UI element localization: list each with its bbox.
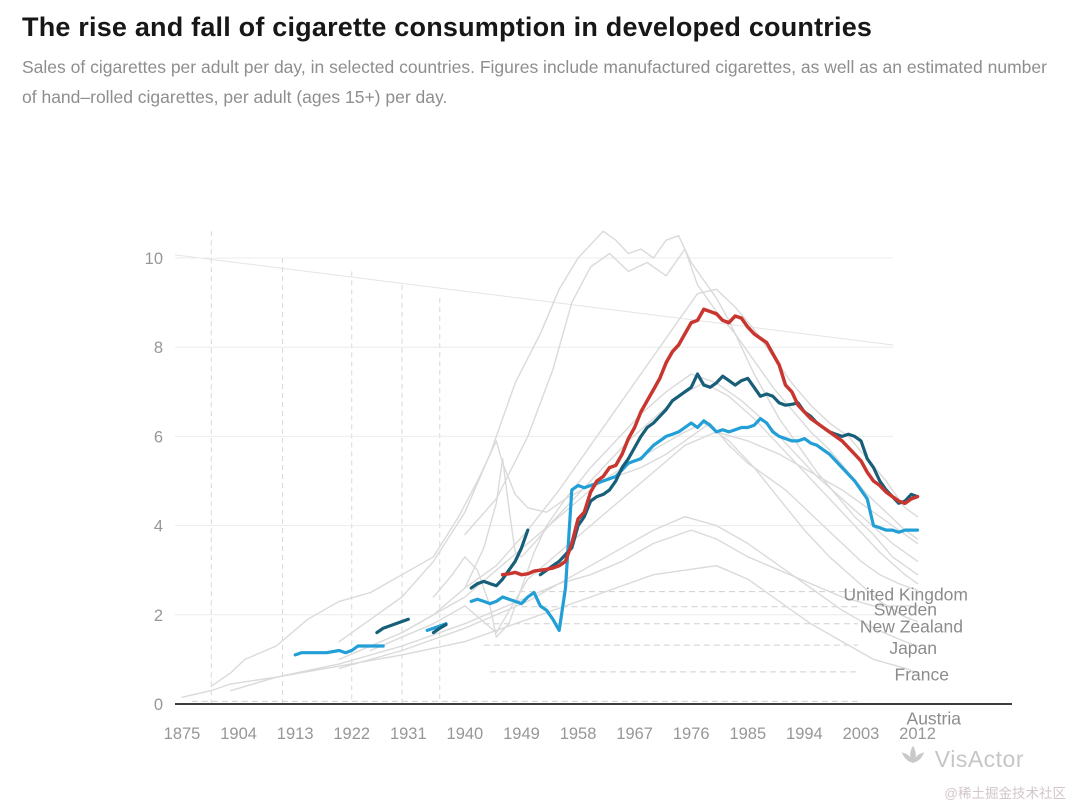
country-label-japan: Japan <box>889 638 937 658</box>
series-highlight-dark-blue-seg2 <box>431 623 448 635</box>
y-tick-label-10: 10 <box>145 250 163 268</box>
series-background-line-6 <box>432 373 919 638</box>
series-highlight-red <box>500 307 920 577</box>
x-tick-label-2012: 2012 <box>899 725 936 743</box>
country-label-austria: Austria <box>907 709 962 729</box>
chart-title: The rise and fall of cigarette consumpti… <box>22 12 873 42</box>
x-tick-label-1931: 1931 <box>390 725 427 743</box>
chart-subtitle: Sales of cigarettes per adult per day, i… <box>22 57 1047 107</box>
visactor-logo-icon <box>899 744 927 775</box>
y-tick-label-2: 2 <box>154 607 163 625</box>
series-highlight-light-blue-seg3 <box>469 417 920 632</box>
y-tick-label-0: 0 <box>154 696 163 714</box>
country-label-united-kingdom: United Kingdom <box>843 585 968 605</box>
x-tick-label-1949: 1949 <box>503 725 540 743</box>
series-background-line-2 <box>338 230 919 643</box>
x-tick-label-1875: 1875 <box>164 725 201 743</box>
x-tick-label-1976: 1976 <box>673 725 710 743</box>
y-tick-label-4: 4 <box>154 518 163 536</box>
x-tick-label-1958: 1958 <box>560 725 597 743</box>
chart-header: The rise and fall of cigarette consumpti… <box>22 12 1060 113</box>
series-background-line-3 <box>401 288 919 634</box>
series-highlight-dark-blue-seg3 <box>469 528 530 590</box>
visactor-brand-text: VisActor <box>934 746 1024 772</box>
series-background-line-5 <box>369 431 919 652</box>
x-tick-label-1904: 1904 <box>220 725 257 743</box>
series-background-line-10 <box>181 565 919 698</box>
community-watermark: @稀土掘金技术社区 <box>944 786 1066 801</box>
series-background-line-8 <box>464 382 919 589</box>
x-tick-label-1985: 1985 <box>729 725 766 743</box>
series-highlight-dark-blue-seg1 <box>375 617 410 635</box>
visactor-watermark: VisActor <box>899 744 1024 775</box>
x-tick-label-2003: 2003 <box>843 725 880 743</box>
series-background-line-1 <box>210 422 919 687</box>
x-tick-label-1913: 1913 <box>277 725 314 743</box>
x-tick-label-1922: 1922 <box>333 725 370 743</box>
series-highlight-dark-blue-seg4 <box>538 372 920 577</box>
y-tick-label-6: 6 <box>154 428 163 446</box>
series-highlight-light-blue-seg1 <box>293 644 385 657</box>
series-background-line-4 <box>230 529 919 692</box>
country-label-new-zealand: New Zealand <box>860 616 963 636</box>
country-label-sweden: Sweden <box>874 599 937 619</box>
x-tick-label-1940: 1940 <box>447 725 484 743</box>
series-background-line-7 <box>338 422 919 661</box>
country-label-france: France <box>895 665 949 685</box>
slant-annotation-line <box>174 254 894 346</box>
series-background-line-9 <box>338 516 919 669</box>
x-tick-label-1994: 1994 <box>786 725 823 743</box>
x-tick-label-1967: 1967 <box>616 725 653 743</box>
y-tick-label-8: 8 <box>154 339 163 357</box>
